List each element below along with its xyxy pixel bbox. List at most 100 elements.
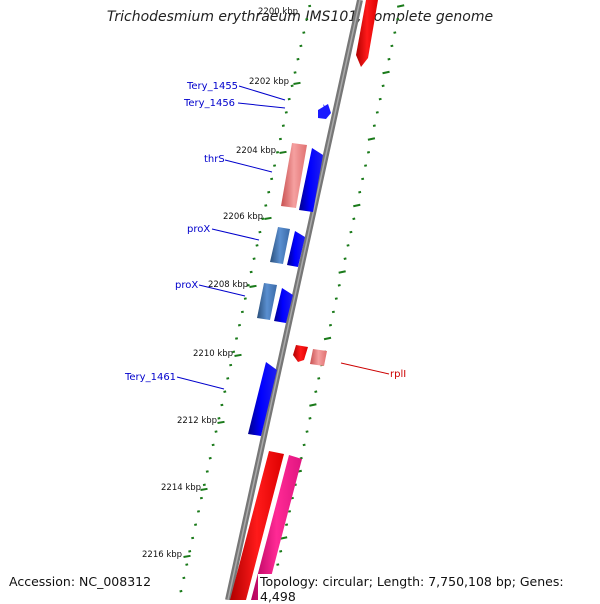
tick-mark [287,97,291,101]
gene-label-thrs[interactable]: thrS [204,154,225,165]
tick-mark [191,536,195,540]
gene-feature-prox-2[interactable] [274,288,293,323]
tick-mark [240,310,244,314]
gene-feature-prox-2-light[interactable] [257,283,277,320]
tick-mark [309,403,317,407]
gene-feature-rpli-red[interactable] [293,345,308,362]
tick-mark [249,270,253,274]
tick-mark [196,510,201,513]
tick-mark [278,137,282,141]
tick-mark [308,4,312,8]
tick-mark [314,390,318,393]
gene-label-prox-1[interactable]: proX [187,224,210,235]
tick-mark [302,31,306,34]
tick-mark [208,456,212,460]
tick-mark [364,164,368,167]
tick-mark [296,57,300,61]
tick-mark [346,244,350,247]
tick-mark [334,297,338,300]
major-tick-mark [234,353,242,357]
tick-mark [285,523,289,526]
tick-mark [375,111,379,114]
tick-mark [323,336,332,341]
tick-mark [235,337,239,340]
gene-feature-thrs[interactable] [299,148,323,212]
kbp-label: 2214 kbp [161,483,201,493]
tick-mark [188,550,192,553]
tick-mark [378,97,382,101]
major-tick-mark [249,284,257,288]
tick-mark [299,456,303,460]
kbp-label: 2204 kbp [236,146,276,156]
tick-mark [290,84,294,88]
tick-mark [358,190,362,194]
kbp-label: 2202 kbp [249,77,289,87]
gene-feature-top-red[interactable] [356,0,378,67]
genome-backbone-highlight [227,0,361,600]
tick-mark [270,177,274,181]
tick-mark [185,563,189,566]
gene-feature-bottom-magenta[interactable] [251,455,302,600]
tick-mark [382,70,390,75]
tick-mark [211,443,215,447]
tick-mark [273,164,277,167]
tick-mark [205,470,209,473]
tick-mark [179,589,183,593]
gene-feature-prox-1-light[interactable] [270,227,290,264]
tick-mark [387,57,391,61]
tick-mark [353,203,361,208]
tick-mark [258,230,262,234]
tick-mark [366,151,371,154]
tick-mark [267,190,271,194]
tick-mark [367,137,376,141]
gene-label-rpli[interactable]: rplI [390,369,406,380]
gene-label-tery-1461[interactable]: Tery_1461 [124,372,176,383]
major-tick-mark [264,216,272,220]
tick-mark [281,124,285,127]
gene-feature-rpli[interactable] [310,349,327,366]
tick-mark [390,44,394,48]
tick-mark [264,204,268,207]
tick-mark [305,18,309,21]
gene-feature-tery-1461[interactable] [248,362,277,436]
kbp-label: 2210 kbp [193,349,233,359]
tick-mark [199,496,203,500]
kbp-label: 2208 kbp [208,280,248,290]
gene-feature-prox-1[interactable] [287,231,305,267]
gene-feature-bottom-red[interactable] [230,451,284,600]
tick-mark [217,417,221,420]
major-tick-mark [200,487,208,491]
kbp-label: 2212 kbp [177,416,217,426]
tick-mark [305,430,309,433]
accession-text: Accession: NC_008312 [7,574,154,589]
tick-mark [317,377,321,380]
tick-mark [349,230,353,234]
tick-mark [276,563,280,566]
gene-label-tery-1455[interactable]: Tery_1455 [186,81,238,92]
tick-mark [261,217,265,221]
tick-mark [229,363,233,367]
kbp-label: 2200 kbp [258,7,298,17]
label-line-rpli [340,362,390,375]
gene-label-prox-2[interactable]: proX [175,280,198,291]
gene-label-tery-1456[interactable]: Tery_1456 [183,98,235,109]
tick-mark [275,151,280,154]
tick-mark [328,323,332,327]
tick-mark [252,257,256,260]
tick-mark [246,284,250,287]
gene-feature-tery-1456[interactable] [318,104,331,119]
tick-mark [343,257,347,260]
kbp-scale: 2200 kbp 2202 kbp 2204 kbp 2206 kbp 2208… [142,7,298,560]
major-tick-mark [217,420,225,424]
major-tick-mark [279,150,287,154]
tick-mark [223,390,227,393]
tick-mark [337,284,341,287]
tick-mark [361,177,365,181]
gene-feature-thrs-reverse[interactable] [281,143,307,208]
label-lines [176,85,286,390]
tick-mark [220,403,224,407]
tick-mark [393,31,397,34]
tick-mark [381,84,385,88]
tick-mark [308,417,312,420]
